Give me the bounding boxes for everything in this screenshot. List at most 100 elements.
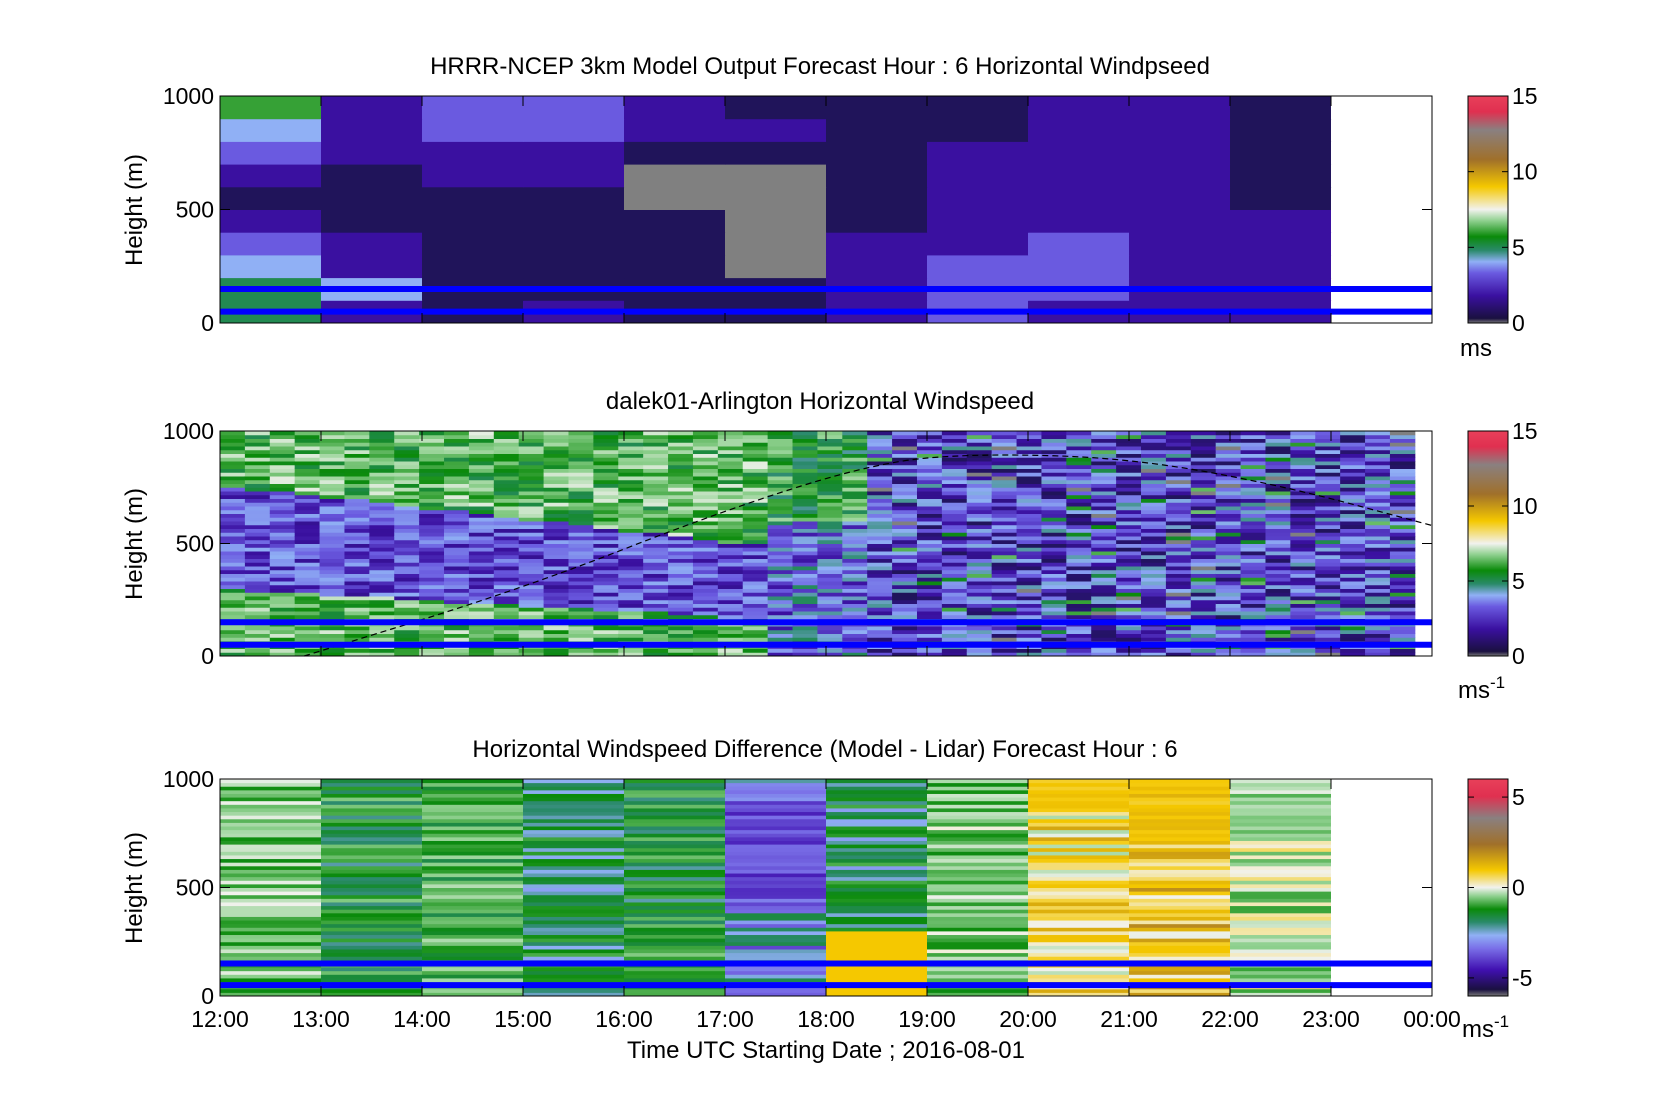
heatmap-cell xyxy=(892,599,918,604)
heatmap-cell xyxy=(941,577,968,582)
heatmap-cell xyxy=(1240,498,1266,503)
heatmap-cell xyxy=(1066,491,1092,496)
heatmap-cell xyxy=(344,539,370,544)
heatmap-cell xyxy=(321,945,423,950)
heatmap-cell xyxy=(468,528,495,533)
heatmap-cell xyxy=(624,869,726,874)
heatmap-cell xyxy=(1315,539,1341,544)
heatmap-cell xyxy=(220,487,246,492)
panel-model: HRRR-NCEP 3km Model Output Forecast Hour… xyxy=(121,53,1538,362)
heatmap-cell xyxy=(1389,596,1416,601)
heatmap-cell xyxy=(1315,562,1341,567)
heatmap-cell xyxy=(493,629,520,634)
heatmap-cell xyxy=(220,637,246,642)
heatmap-cell xyxy=(1129,804,1231,809)
heatmap-cell xyxy=(444,648,470,653)
heatmap-cell xyxy=(468,607,495,612)
heatmap-cell xyxy=(444,524,470,529)
heatmap-cell xyxy=(1215,566,1242,571)
heatmap-cell xyxy=(1340,453,1366,458)
heatmap-cell xyxy=(523,887,625,892)
heatmap-cell xyxy=(1091,479,1117,484)
heatmap-cell xyxy=(618,573,644,578)
heatmap-cell xyxy=(568,449,594,454)
heatmap-cell xyxy=(1230,807,1332,813)
heatmap-cell xyxy=(1240,494,1266,499)
heatmap-cell xyxy=(1240,472,1266,477)
heatmap-cell xyxy=(1331,800,1433,805)
heatmap-cell xyxy=(493,648,520,653)
heatmap-cell xyxy=(842,607,868,612)
heatmap-cell xyxy=(767,584,794,589)
heatmap-cell xyxy=(1091,446,1117,451)
heatmap-cell xyxy=(468,539,495,544)
heatmap-cell xyxy=(568,652,594,657)
heatmap-cell xyxy=(444,611,470,616)
heatmap-cell xyxy=(444,577,470,582)
heatmap-cell xyxy=(991,599,1018,604)
heatmap-cell xyxy=(927,851,1029,856)
heatmap-cell xyxy=(1315,648,1341,653)
heatmap-cell xyxy=(1331,988,1433,993)
heatmap-cell xyxy=(220,804,322,809)
heatmap-cell xyxy=(725,883,827,888)
heatmap-cell xyxy=(927,988,1029,993)
heatmap-cell xyxy=(1028,800,1130,805)
heatmap-cell xyxy=(1315,506,1341,511)
heatmap-cell xyxy=(1230,844,1332,849)
heatmap-cell xyxy=(643,652,669,657)
heatmap-cell xyxy=(1041,539,1067,544)
heatmap-cell xyxy=(321,833,423,838)
heatmap-cell xyxy=(1315,588,1341,593)
heatmap-cell xyxy=(1129,164,1231,188)
heatmap-cell xyxy=(927,865,1029,870)
heatmap-cell xyxy=(1165,524,1192,529)
heatmap-cell xyxy=(941,588,968,593)
heatmap-cell xyxy=(269,629,296,634)
heatmap-cell xyxy=(1066,446,1092,451)
heatmap-cell xyxy=(593,536,619,541)
heatmap-cell xyxy=(468,562,495,567)
heatmap-cell xyxy=(618,453,644,458)
heatmap-cell xyxy=(1389,633,1416,638)
heatmap-cell xyxy=(817,551,843,556)
heatmap-cell xyxy=(692,626,719,631)
heatmap-cell xyxy=(767,611,794,616)
heatmap-cell xyxy=(1331,941,1433,946)
heatmap-cell xyxy=(1331,974,1433,979)
heatmap-cell xyxy=(344,562,370,567)
heatmap-cell xyxy=(344,569,370,574)
heatmap-cell xyxy=(1365,581,1391,586)
heatmap-cell xyxy=(1389,629,1416,634)
heatmap-cell xyxy=(842,562,868,567)
heatmap-cell xyxy=(394,543,420,548)
heatmap-cell xyxy=(1028,894,1130,899)
heatmap-cell xyxy=(991,648,1018,653)
heatmap-cell xyxy=(927,858,1029,863)
heatmap-cell xyxy=(941,652,968,657)
heatmap-cell xyxy=(792,611,818,616)
heatmap-cell xyxy=(344,611,370,616)
heatmap-cell xyxy=(294,513,321,518)
heatmap-cell xyxy=(618,468,644,473)
heatmap-cell xyxy=(369,468,395,473)
heatmap-cell xyxy=(593,498,619,503)
heatmap-cell xyxy=(1066,543,1092,548)
heatmap-cell xyxy=(643,611,669,616)
heatmap-cell xyxy=(394,479,420,484)
heatmap-cell xyxy=(543,596,569,601)
heatmap-cell xyxy=(927,840,1029,845)
heatmap-cell xyxy=(1365,494,1391,499)
heatmap-cell xyxy=(1340,461,1366,466)
heatmap-cell xyxy=(618,551,644,556)
heatmap-cell xyxy=(269,528,296,533)
heatmap-cell xyxy=(1340,633,1366,638)
heatmap-cell xyxy=(369,566,395,571)
heatmap-cell xyxy=(1215,509,1242,514)
heatmap-cell xyxy=(1315,521,1341,526)
heatmap-cell xyxy=(394,633,420,638)
heatmap-cell xyxy=(1215,438,1242,443)
heatmap-cell xyxy=(1066,431,1092,436)
heatmap-cell xyxy=(220,974,322,979)
heatmap-cell xyxy=(668,536,694,541)
